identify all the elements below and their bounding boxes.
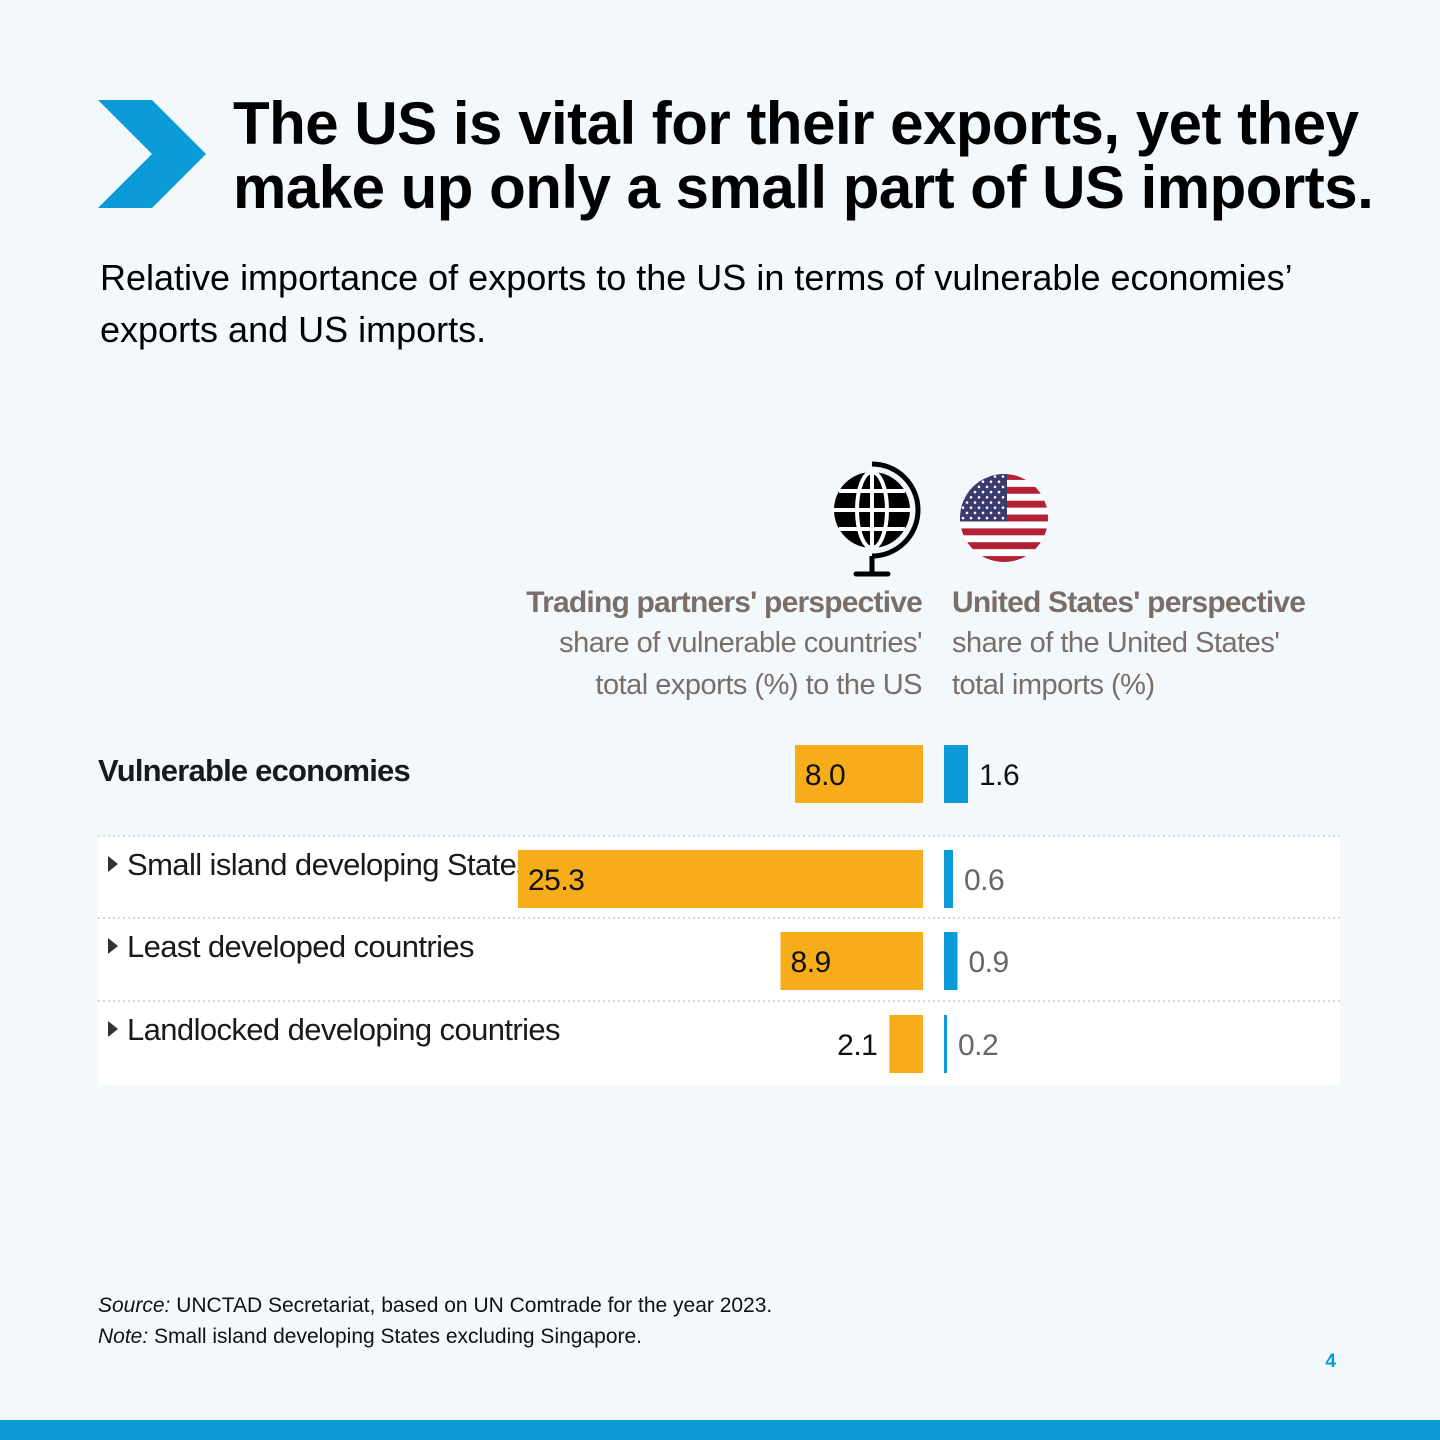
imports-bar <box>944 932 958 990</box>
row-marker-icon <box>108 856 118 872</box>
exports-column-subtitle-1: share of vulnerable countries' <box>559 627 922 659</box>
category-label: Small island developing States <box>127 847 531 882</box>
note-text: Small island developing States excluding… <box>148 1325 643 1348</box>
source-text: UNCTAD Secretariat, based on UN Comtrade… <box>170 1294 773 1317</box>
flag-star <box>981 501 985 504</box>
bottom-accent-bar <box>0 1420 1440 1440</box>
page-title: The US is vital for their exports, yet t… <box>233 90 1374 221</box>
chevron-right-icon <box>98 100 206 208</box>
imports-column-subtitle-2: total imports (%) <box>952 669 1155 701</box>
flag-star <box>961 506 965 509</box>
imports-value-label: 0.2 <box>958 1029 998 1062</box>
flag-star <box>977 485 981 489</box>
exports-value-label: 2.1 <box>837 1029 877 1062</box>
imports-bar <box>944 850 953 908</box>
exports-bar <box>780 932 923 990</box>
page-number: 4 <box>1325 1351 1336 1372</box>
imports-value-label: 1.6 <box>979 759 1019 792</box>
flag-star <box>977 506 981 509</box>
exports-column-header: Trading partners' perspective share of v… <box>492 584 923 706</box>
flag-star <box>989 490 993 494</box>
globe-icon <box>834 461 921 577</box>
flag-star <box>981 490 985 494</box>
flag-star <box>993 496 997 499</box>
flag-star <box>977 496 981 499</box>
exports-value-label: 8.9 <box>791 946 831 979</box>
flag-star <box>985 485 989 489</box>
flag-star <box>1001 496 1005 499</box>
imports-bar <box>944 1015 947 1073</box>
imports-value-label: 0.9 <box>969 946 1009 979</box>
flag-star <box>985 506 989 509</box>
flag-star <box>989 511 993 515</box>
exports-bar <box>889 1015 923 1073</box>
imports-value-label: 0.6 <box>964 864 1004 897</box>
flag-star <box>961 516 965 520</box>
flag-star <box>965 511 969 515</box>
flag-star <box>1001 516 1005 520</box>
flag-star <box>977 516 981 520</box>
flag-star <box>997 511 1001 515</box>
imports-bar <box>944 745 968 803</box>
flag-star <box>997 490 1001 494</box>
footnote: Source: UNCTAD Secretariat, based on UN … <box>98 1290 772 1352</box>
flag-star <box>997 480 1001 483</box>
exports-bar <box>518 850 923 908</box>
us-flag-icon <box>960 474 1048 562</box>
flag-star <box>981 480 985 483</box>
flag-star <box>969 516 973 520</box>
category-label: Vulnerable economies <box>98 753 410 788</box>
flag-stripe <box>960 542 1048 550</box>
flag-star <box>993 506 997 509</box>
flag-star <box>993 516 997 520</box>
exports-column-subtitle-2: total exports (%) to the US <box>595 669 922 701</box>
source-line: Source: UNCTAD Secretariat, based on UN … <box>98 1290 772 1321</box>
exports-value-label: 25.3 <box>528 864 584 897</box>
flag-star <box>993 485 997 489</box>
flag-star <box>997 501 1001 504</box>
row-marker-icon <box>108 938 118 954</box>
flag-star <box>985 516 989 520</box>
flag-star <box>1001 485 1005 489</box>
flag-star <box>1001 475 1005 478</box>
source-label: Source: <box>98 1294 171 1317</box>
flag-star <box>989 480 993 483</box>
exports-column-title: Trading partners' perspective <box>526 586 923 619</box>
exports-value-label: 8.0 <box>805 759 845 792</box>
flag-star <box>973 490 977 494</box>
flag-star <box>965 501 969 504</box>
flag-star <box>993 475 997 478</box>
flag-star <box>973 501 977 504</box>
category-label: Landlocked developing countries <box>127 1012 560 1047</box>
flag-star <box>969 496 973 499</box>
flag-star <box>969 506 973 509</box>
flag-star <box>981 511 985 515</box>
exports-bar <box>794 745 923 803</box>
note-label: Note: <box>98 1325 149 1348</box>
page-subtitle: Relative importance of exports to the US… <box>100 257 1292 350</box>
flag-star <box>989 501 993 504</box>
imports-column-header: United States' perspective share of the … <box>952 584 1372 706</box>
flag-stripe <box>960 556 1048 562</box>
category-label: Least developed countries <box>127 929 474 964</box>
flag-star <box>973 511 977 515</box>
flag-star <box>985 496 989 499</box>
row-marker-icon <box>108 1021 118 1037</box>
note-line: Note: Small island developing States exc… <box>98 1321 772 1352</box>
flag-star <box>1001 506 1005 509</box>
imports-column-subtitle-1: share of the United States' <box>952 627 1280 659</box>
flag-stripe <box>960 528 1048 536</box>
imports-column-title: United States' perspective <box>952 586 1306 619</box>
